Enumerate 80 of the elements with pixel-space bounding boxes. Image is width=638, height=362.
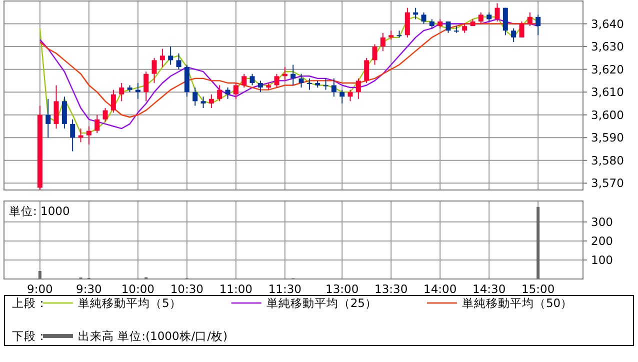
candlestick [233,82,238,100]
candlestick [119,82,124,102]
candlestick [323,78,328,90]
x-tick-label: 9:30 [76,282,102,296]
candlestick [478,12,484,24]
y-tick-label: 3,600 [591,108,624,122]
legend-title: 下段： [12,329,48,343]
legend-title: 上段： [12,296,48,310]
candlestick [160,48,165,68]
x-tick-label: 14:30 [472,282,506,296]
candlestick [94,114,100,134]
annotation: 単位: 1000 [9,204,70,218]
candlestick [372,44,378,66]
y-tick-label: 200 [591,234,613,248]
bar [38,271,42,279]
candlestick [62,96,67,130]
y-tick-label: 3,620 [591,62,624,76]
bar [536,206,540,279]
candlestick [54,84,59,130]
candlestick [250,73,255,86]
y-tick-label: 3,570 [591,176,624,190]
legend-label: 単純移動平均（50） [462,296,573,310]
candlestick [519,20,524,38]
x-tick-label: 14:00 [424,282,457,296]
candlestick [438,18,443,29]
candlestick [404,7,410,38]
candlestick [494,2,500,22]
x-tick-label: 13:30 [374,282,408,296]
candlestick [258,80,263,93]
y-tick-label: 300 [591,214,613,229]
x-tick-label: 15:00 [522,282,555,296]
candlestick [502,7,508,36]
candlestick [306,78,312,90]
candlestick [70,118,76,152]
candlestick [486,12,492,22]
candlestick [225,87,230,100]
candlestick [462,23,468,34]
candlestick [86,126,92,145]
candlestick [340,89,345,104]
candlestick [421,12,426,24]
candlestick [152,57,157,84]
y-tick-label: 100 [591,252,613,267]
y-tick-label: 3,610 [591,85,624,100]
candlestick [110,89,116,114]
candlestick [536,14,541,36]
candlestick [331,78,336,98]
y-tick-label: 3,640 [591,16,624,31]
candlestick [102,108,108,122]
candlestick [168,46,174,66]
y-tick-label: 3,580 [591,153,624,168]
candlestick [527,12,532,27]
candlestick [200,96,206,109]
y-tick-label: 3,630 [591,40,624,54]
candlestick [388,30,394,40]
candlestick [217,84,222,102]
x-tick-label: 11:30 [268,282,302,296]
x-tick-label: 10:00 [121,282,155,296]
candlestick [356,78,361,100]
y-tick-label: 3,590 [591,130,624,145]
candlestick [46,98,51,138]
legend-label: 出来高 単位:(1000株/口/枚) [78,329,228,343]
legend-label: 単純移動平均（5） [78,296,182,310]
x-tick-label: 13:00 [326,282,359,296]
legend-label: 単純移動平均（25） [266,296,377,310]
candlestick [348,89,353,102]
candlestick [429,18,434,29]
candlestick [274,73,280,88]
candlestick [364,57,370,84]
candlestick [242,73,247,88]
candlestick [298,73,304,88]
x-tick-label: 11:00 [219,282,253,296]
x-tick-label: 9:00 [27,282,53,296]
candlestick [176,52,182,70]
candlestick [380,32,386,52]
x-tick-label: 10:30 [170,282,204,296]
candlestick [511,28,516,42]
candlestick [144,71,149,102]
candlestick [290,64,296,86]
candlestick [208,94,214,109]
candlestick [192,87,198,106]
